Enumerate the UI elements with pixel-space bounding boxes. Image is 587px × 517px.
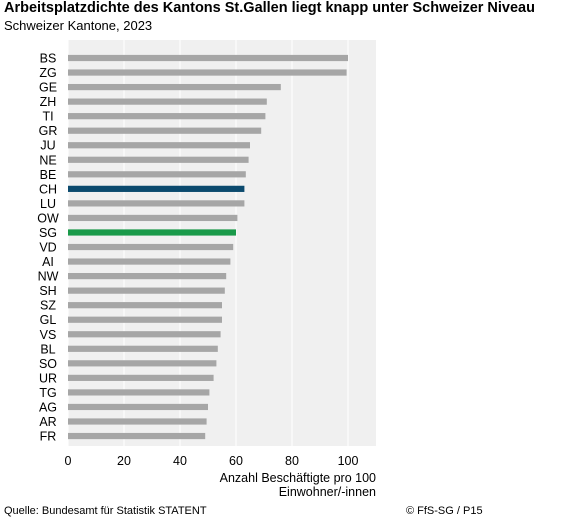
bar-be	[68, 171, 246, 178]
bar-ch	[68, 185, 245, 192]
bar-ge	[68, 83, 281, 91]
bar-ur	[68, 374, 214, 381]
bar-sh	[68, 287, 225, 294]
bar-ti	[68, 113, 266, 120]
category-label: GE	[39, 81, 57, 95]
category-label: BE	[40, 168, 57, 182]
bar-nw	[68, 273, 227, 280]
bar-chart: BSZGGEZHTIGRJUNEBECHLUOWSGVDAINWSHSZGLVS…	[37, 40, 376, 499]
x-axis-label-line2: Einwohner/-innen	[279, 485, 376, 499]
category-label: BL	[40, 342, 55, 356]
bar-lu	[68, 200, 245, 207]
bar-zh	[68, 98, 267, 105]
bar-ow	[68, 214, 238, 222]
x-tick-label: 40	[173, 454, 187, 468]
bar-bl	[68, 345, 218, 352]
category-label: GL	[40, 313, 57, 327]
bar-fr	[68, 432, 206, 440]
bar-ju	[68, 142, 250, 149]
category-label: AG	[39, 400, 57, 414]
category-label: LU	[40, 197, 56, 211]
category-label: SH	[39, 284, 56, 298]
bar-tg	[68, 389, 210, 396]
category-label: TG	[39, 386, 56, 400]
bar-ai	[68, 258, 231, 265]
category-label: SG	[39, 226, 57, 240]
category-label: SZ	[40, 299, 56, 313]
chart-title: Arbeitsplatzdichte des Kantons St.Gallen…	[4, 0, 535, 16]
category-label: JU	[40, 139, 55, 153]
x-tick-label: 80	[285, 454, 299, 468]
category-label: TI	[42, 110, 53, 124]
category-label: VD	[39, 241, 56, 255]
bar-gl	[68, 316, 222, 323]
bar-so	[68, 360, 217, 367]
category-label: AI	[42, 255, 54, 269]
x-axis-label-line1: Anzahl Beschäftigte pro 100	[220, 471, 376, 485]
bar-zg	[68, 69, 347, 76]
copyright-note: © FfS-SG / P15	[406, 505, 483, 517]
category-label: NW	[38, 270, 59, 284]
category-label: SO	[39, 357, 57, 371]
bar-ag	[68, 403, 208, 411]
chart-subtitle: Schweizer Kantone, 2023	[4, 18, 153, 33]
category-label: AR	[39, 415, 56, 429]
x-tick-label: 100	[338, 454, 359, 468]
bar-bs	[68, 54, 348, 62]
source-note: Quelle: Bundesamt für Statistik STATENT	[4, 505, 207, 517]
bar-vs	[68, 331, 221, 338]
x-tick-label: 60	[229, 454, 243, 468]
bar-vd	[68, 243, 234, 251]
bar-sg	[68, 229, 236, 236]
category-label: CH	[39, 182, 57, 196]
bar-sz	[68, 302, 222, 309]
category-label: NE	[39, 153, 56, 167]
category-label: GR	[39, 124, 58, 138]
category-label: FR	[40, 430, 57, 444]
category-label: UR	[39, 371, 57, 385]
category-label: ZG	[39, 66, 56, 80]
category-label: VS	[40, 328, 57, 342]
x-tick-label: 20	[117, 454, 131, 468]
bar-gr	[68, 127, 262, 134]
category-label: OW	[37, 211, 59, 225]
bar-ar	[68, 418, 207, 425]
category-label: BS	[40, 52, 57, 66]
category-label: ZH	[40, 95, 57, 109]
bar-ne	[68, 156, 249, 163]
x-tick-label: 0	[65, 454, 72, 468]
